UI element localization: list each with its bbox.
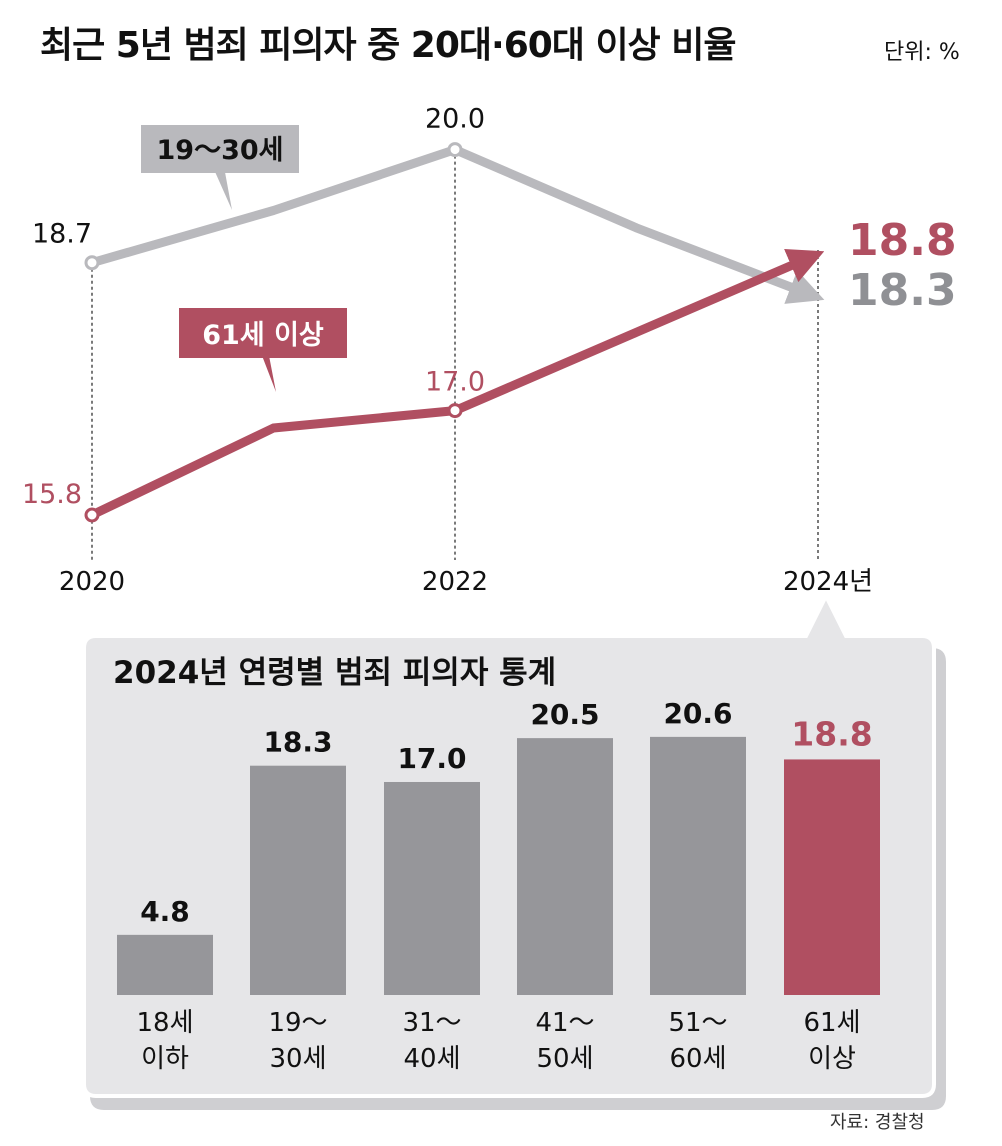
bar-value-label: 17.0 xyxy=(397,742,466,775)
line-chart: 2020 2022 2024년 18.7 20.0 18.3 19～30세 15.8 17.0 1… xyxy=(22,104,957,597)
point-value-label: 20.0 xyxy=(425,104,485,135)
bar-value-label: 18.8 xyxy=(791,714,872,753)
unit-label: 단위: % xyxy=(884,40,960,65)
series-legend-label: 19～30세 xyxy=(157,135,284,166)
series-legend-label: 61세 이상 xyxy=(202,320,324,351)
data-point xyxy=(447,403,463,419)
bar xyxy=(384,781,480,995)
bar xyxy=(650,736,746,995)
end-value-label: 18.3 xyxy=(848,265,957,316)
bar-category-label: 40세 xyxy=(403,1044,460,1074)
x-tick-label: 2022 xyxy=(422,567,488,597)
bar-category-label: 18세 xyxy=(136,1008,193,1038)
bar xyxy=(517,738,613,995)
series-callout-age-61-plus: 61세 이상 xyxy=(179,308,347,392)
x-tick-label: 2024년 xyxy=(783,567,873,597)
bar-value-label: 20.6 xyxy=(663,697,732,730)
bar-category-label: 이하 xyxy=(141,1044,189,1074)
bar-value-label: 18.3 xyxy=(263,726,332,759)
point-value-label: 15.8 xyxy=(22,479,82,510)
data-point xyxy=(84,507,100,523)
bar xyxy=(250,765,346,995)
bar-value-label: 4.8 xyxy=(140,895,190,928)
bar-chart-title: 2024년 연령별 범죄 피의자 통계 xyxy=(113,655,556,691)
bar-category-label: 50세 xyxy=(536,1044,593,1074)
bar-value-label: 20.5 xyxy=(530,698,599,731)
series-callout-age-19-30: 19～30세 xyxy=(141,125,299,210)
bar-category-label: 30세 xyxy=(269,1044,326,1074)
bar-category-label: 51～ xyxy=(668,1008,727,1038)
bar-category-label: 41～ xyxy=(535,1008,594,1038)
point-value-label: 18.7 xyxy=(32,219,92,250)
x-tick-label: 2020 xyxy=(59,567,125,597)
data-point xyxy=(447,142,463,158)
end-value-label: 18.8 xyxy=(848,215,957,266)
bar-category-label: 19～ xyxy=(268,1008,327,1038)
data-point xyxy=(84,255,100,271)
source-note: 자료: 경찰청 xyxy=(830,1112,925,1133)
chart-title: 최근 5년 범죄 피의자 중 20대·60대 이상 비율 xyxy=(40,25,736,66)
bar xyxy=(784,759,880,995)
bar-category-label: 이상 xyxy=(808,1044,856,1074)
bar-category-label: 31～ xyxy=(402,1008,461,1038)
bar xyxy=(117,934,213,995)
bar-category-label: 60세 xyxy=(669,1044,726,1074)
point-value-label: 17.0 xyxy=(425,367,485,398)
bar-category-label: 61세 xyxy=(803,1008,860,1038)
